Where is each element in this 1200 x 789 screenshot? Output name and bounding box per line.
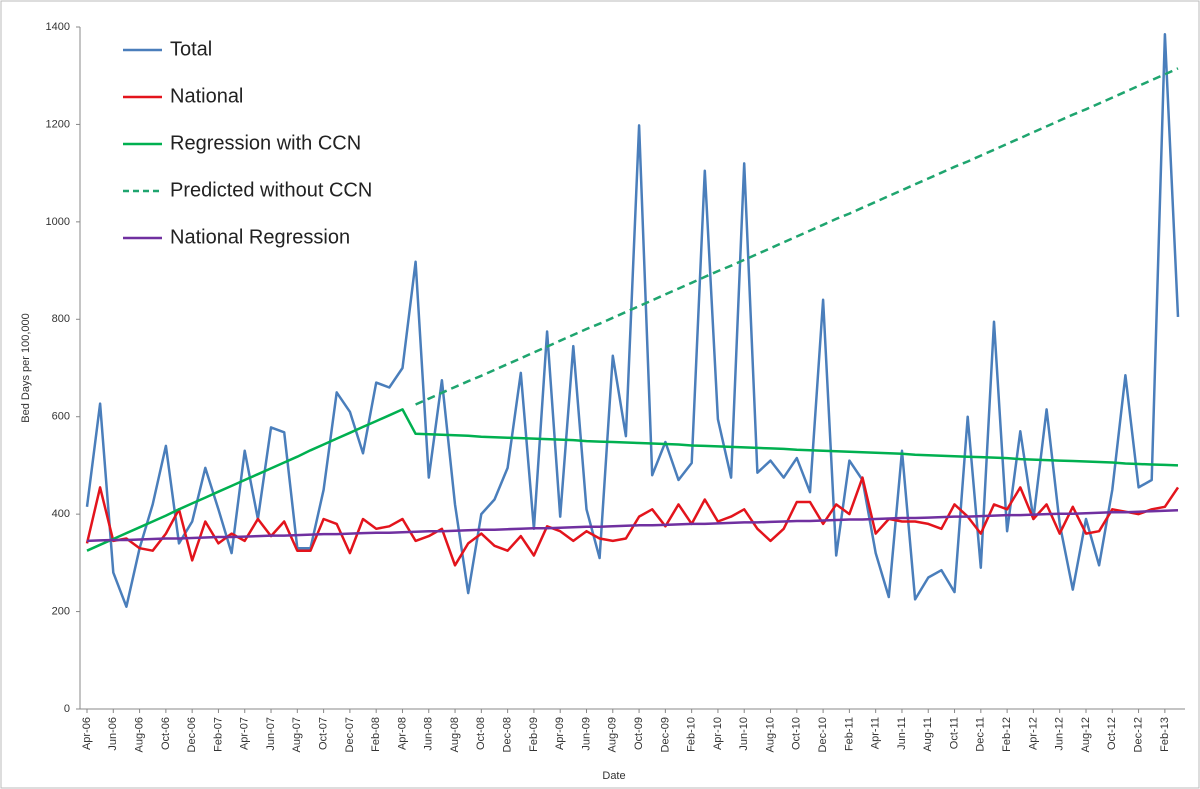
x-tick-label: Oct-09 xyxy=(633,717,645,750)
x-tick-label: Feb-08 xyxy=(370,717,382,752)
x-tick-label: Jun-09 xyxy=(580,717,592,751)
x-tick-label: Feb-11 xyxy=(843,717,855,751)
x-tick-label: Feb-09 xyxy=(528,717,540,752)
y-tick-label: 200 xyxy=(52,605,70,617)
y-axis-label: Bed Days per 100,000 xyxy=(20,313,32,422)
x-tick-label: Oct-07 xyxy=(318,717,330,750)
x-tick-label: Jun-12 xyxy=(1054,717,1066,751)
x-tick-label: Aug-06 xyxy=(133,717,145,752)
x-tick-label: Apr-06 xyxy=(81,717,93,750)
x-tick-label: Apr-10 xyxy=(712,717,724,750)
x-tick-label: Oct-06 xyxy=(160,717,172,750)
legend-label: National xyxy=(170,85,243,107)
x-tick-label: Feb-10 xyxy=(686,717,698,752)
x-tick-label: Aug-07 xyxy=(291,717,303,752)
x-tick-label: Apr-08 xyxy=(396,717,408,750)
series-line xyxy=(86,508,1179,543)
y-tick-label: 800 xyxy=(52,313,70,325)
y-tick-label: 1200 xyxy=(46,118,70,130)
x-tick-label: Feb-07 xyxy=(212,717,224,752)
x-tick-label: Apr-11 xyxy=(870,717,882,749)
x-tick-label: Aug-08 xyxy=(449,717,461,752)
x-tick-label: Oct-11 xyxy=(948,717,960,749)
series-line xyxy=(86,408,1179,552)
x-tick-label: Feb-13 xyxy=(1159,717,1171,752)
x-tick-label: Dec-10 xyxy=(817,717,829,752)
y-tick-label: 400 xyxy=(52,508,70,520)
series-line xyxy=(85,33,1180,608)
x-tick-label: Jun-11 xyxy=(896,717,908,750)
y-tick-label: 600 xyxy=(52,411,70,423)
y-tick-label: 0 xyxy=(64,703,70,715)
x-tick-label: Dec-12 xyxy=(1132,717,1144,752)
x-tick-label: Aug-09 xyxy=(607,717,619,752)
legend-label: Total xyxy=(170,38,212,60)
x-tick-label: Aug-12 xyxy=(1080,717,1092,752)
x-tick-label: Aug-10 xyxy=(764,717,776,752)
legend-label: Predicted without CCN xyxy=(170,179,372,201)
x-tick-label: Dec-08 xyxy=(502,717,514,752)
series-line xyxy=(85,476,1180,567)
series-line xyxy=(415,67,1179,406)
x-tick-label: Oct-12 xyxy=(1106,717,1118,750)
x-tick-label: Aug-11 xyxy=(922,717,934,752)
x-tick-label: Dec-06 xyxy=(186,717,198,752)
x-tick-label: Jun-10 xyxy=(738,717,750,751)
x-tick-label: Feb-12 xyxy=(1001,717,1013,752)
x-tick-label: Apr-12 xyxy=(1027,717,1039,750)
x-tick-label: Oct-08 xyxy=(475,717,487,750)
x-tick-label: Apr-07 xyxy=(239,717,251,750)
x-tick-label: Dec-07 xyxy=(344,717,356,752)
x-tick-label: Dec-09 xyxy=(659,717,671,752)
x-tick-label: Apr-09 xyxy=(554,717,566,750)
legend-label: National Regression xyxy=(170,226,350,248)
y-tick-label: 1400 xyxy=(46,21,70,33)
x-tick-label: Jun-07 xyxy=(265,717,277,751)
x-axis-label: Date xyxy=(602,770,625,782)
x-tick-label: Jun-06 xyxy=(107,717,119,751)
x-tick-label: Jun-08 xyxy=(423,717,435,751)
x-tick-label: Oct-10 xyxy=(791,717,803,750)
legend-label: Regression with CCN xyxy=(170,132,361,154)
y-tick-label: 1000 xyxy=(46,216,70,228)
x-tick-label: Dec-11 xyxy=(975,717,987,752)
